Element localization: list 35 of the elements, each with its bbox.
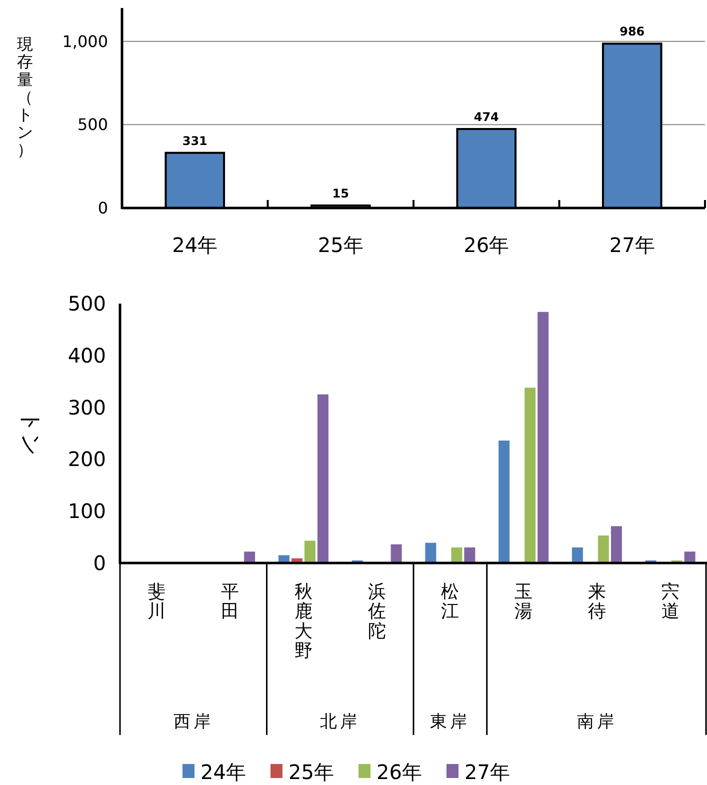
y-axis-title: 現存量（トン） [17,34,33,160]
x-tick-label: 宍道 [661,581,680,622]
x-tick-label: 浜佐陀 [368,581,386,642]
y-tick-label: 400 [68,343,106,368]
x-tick-label: 24年 [172,233,218,257]
legend-label: 25年 [288,760,334,784]
legend-label: 24年 [200,760,246,784]
x-tick-label: 来待 [588,581,606,622]
data-label: 331 [182,134,208,148]
x-tick-label: 秋鹿大野 [294,581,312,662]
legend-label: 27年 [464,760,510,784]
x-tick-label: 26年 [464,233,510,257]
y-tick-label: 1,000 [62,32,108,51]
x-tick-label: 玉湯 [514,581,533,622]
text: 東岸 [430,712,470,732]
x-tick-label: 27年 [609,233,655,257]
data-label: 474 [474,110,499,124]
y-tick-label: 200 [68,447,106,472]
y-tick-label: 300 [68,395,106,420]
x-tick-label: 松江 [441,581,460,622]
y-tick-label: 100 [68,499,106,524]
text: 南岸 [576,712,617,732]
x-tick-label: 平田 [221,581,240,622]
data-label: 15 [332,186,349,200]
text: 西岸 [173,712,214,732]
y-tick-label: 500 [68,292,106,316]
legend-label: 26年 [376,760,422,784]
y-tick-label: 0 [93,551,106,575]
data-label: 986 [620,24,645,39]
y-tick-label: 500 [77,115,108,134]
x-tick-label: 25年 [318,233,364,257]
y-axis-title: トン [18,410,42,456]
text: 北岸 [320,712,360,732]
y-tick-label: 0 [98,198,108,218]
x-tick-label: 斐川 [148,581,166,622]
